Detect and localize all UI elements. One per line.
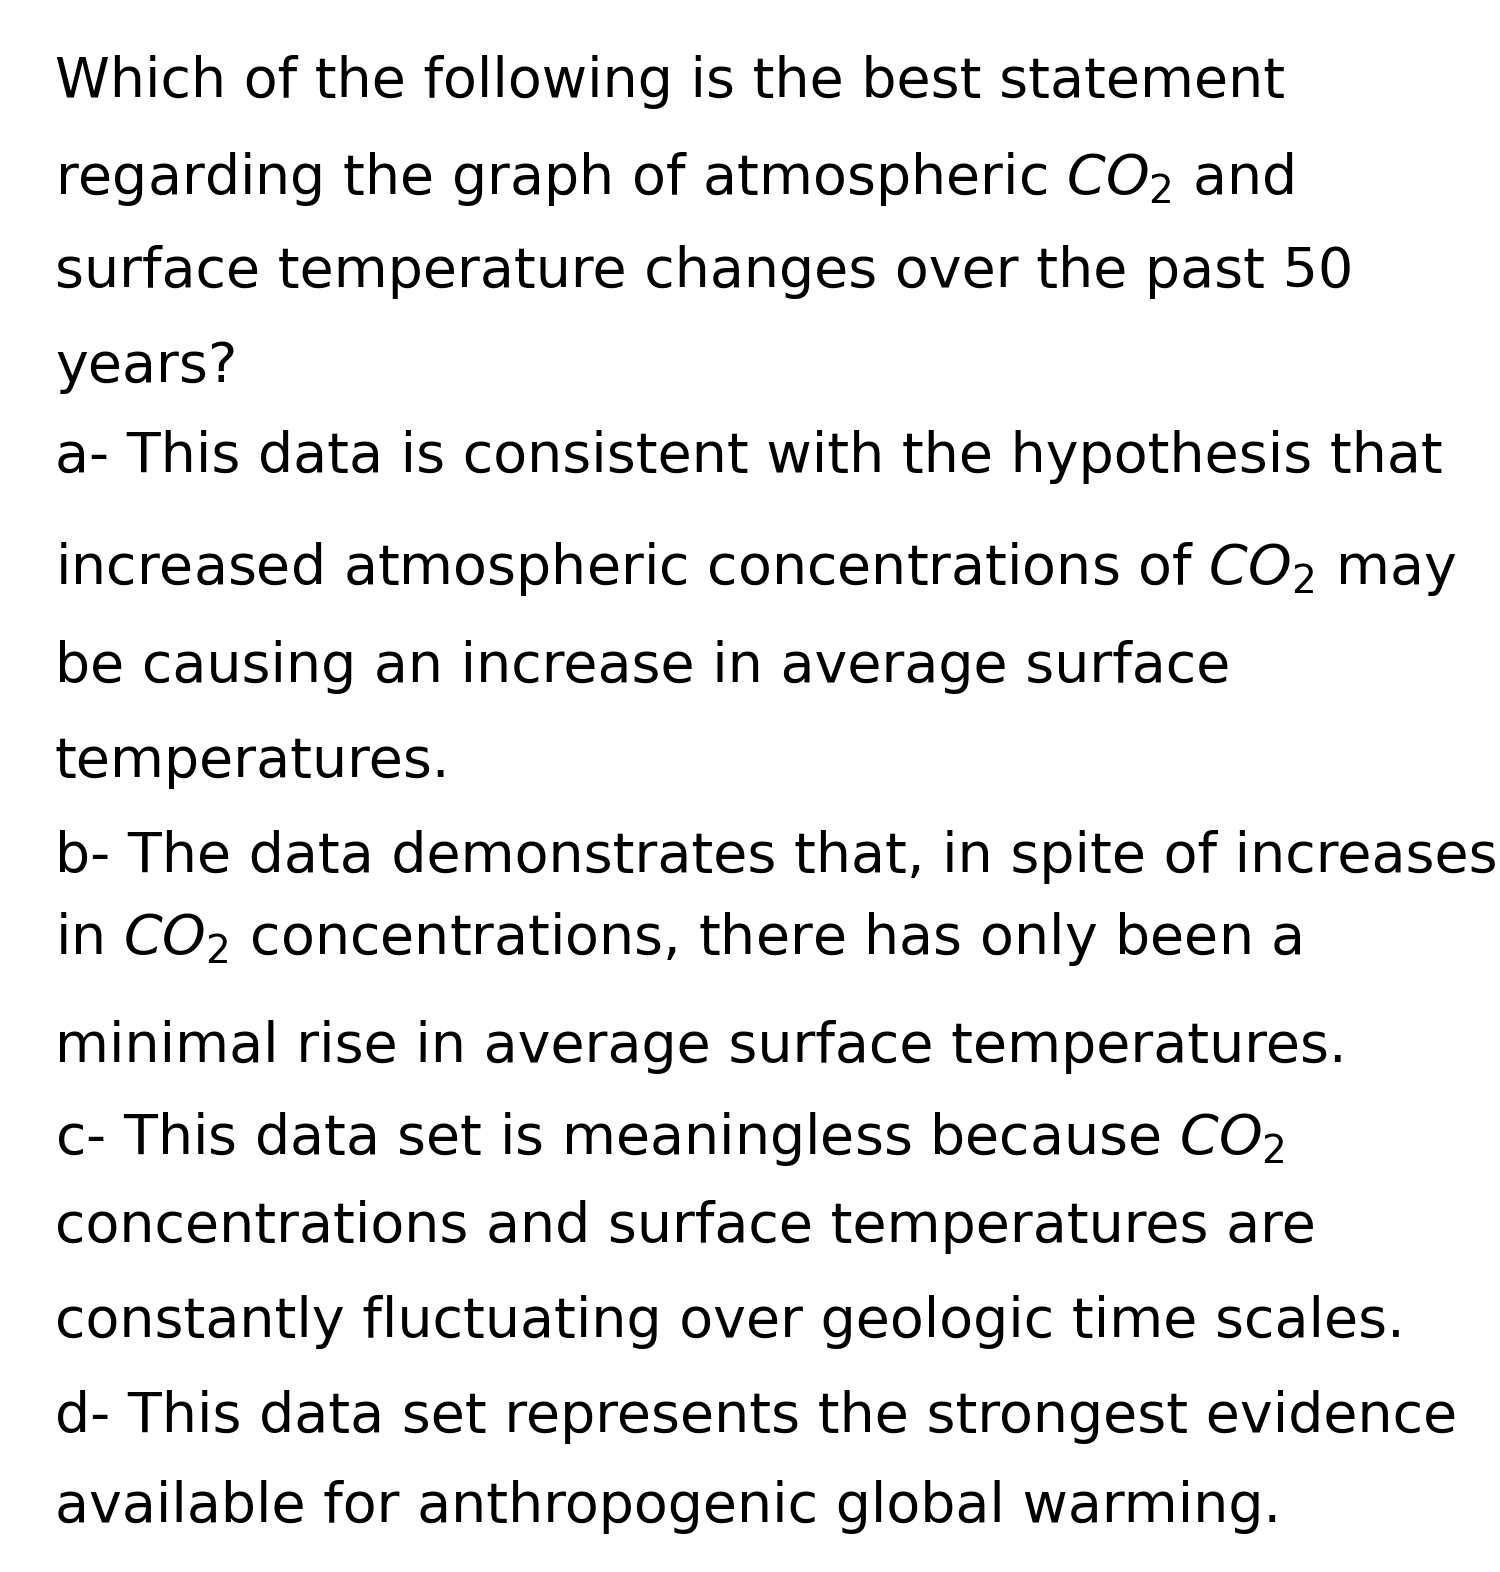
Text: available for anthropogenic global warming.: available for anthropogenic global warmi… xyxy=(56,1479,1281,1534)
Text: in $\mathit{CO_2}$ concentrations, there has only been a: in $\mathit{CO_2}$ concentrations, there… xyxy=(56,910,1302,968)
Text: minimal rise in average surface temperatures.: minimal rise in average surface temperat… xyxy=(56,1020,1347,1074)
Text: be causing an increase in average surface: be causing an increase in average surfac… xyxy=(56,640,1230,693)
Text: d- This data set represents the strongest evidence: d- This data set represents the stronges… xyxy=(56,1390,1456,1445)
Text: regarding the graph of atmospheric $\mathit{CO_2}$ and: regarding the graph of atmospheric $\mat… xyxy=(56,149,1294,208)
Text: temperatures.: temperatures. xyxy=(56,736,450,789)
Text: a- This data is consistent with the hypothesis that: a- This data is consistent with the hypo… xyxy=(56,431,1443,484)
Text: surface temperature changes over the past 50: surface temperature changes over the pas… xyxy=(56,245,1353,299)
Text: constantly fluctuating over geologic time scales.: constantly fluctuating over geologic tim… xyxy=(56,1295,1404,1349)
Text: years?: years? xyxy=(56,340,237,395)
Text: concentrations and surface temperatures are: concentrations and surface temperatures … xyxy=(56,1199,1316,1254)
Text: c- This data set is meaningless because $\mathit{CO_2}$: c- This data set is meaningless because … xyxy=(56,1110,1284,1168)
Text: b- The data demonstrates that, in spite of increases: b- The data demonstrates that, in spite … xyxy=(56,830,1497,883)
Text: Which of the following is the best statement: Which of the following is the best state… xyxy=(56,55,1286,108)
Text: increased atmospheric concentrations of $\mathit{CO_2}$ may: increased atmospheric concentrations of … xyxy=(56,541,1456,597)
